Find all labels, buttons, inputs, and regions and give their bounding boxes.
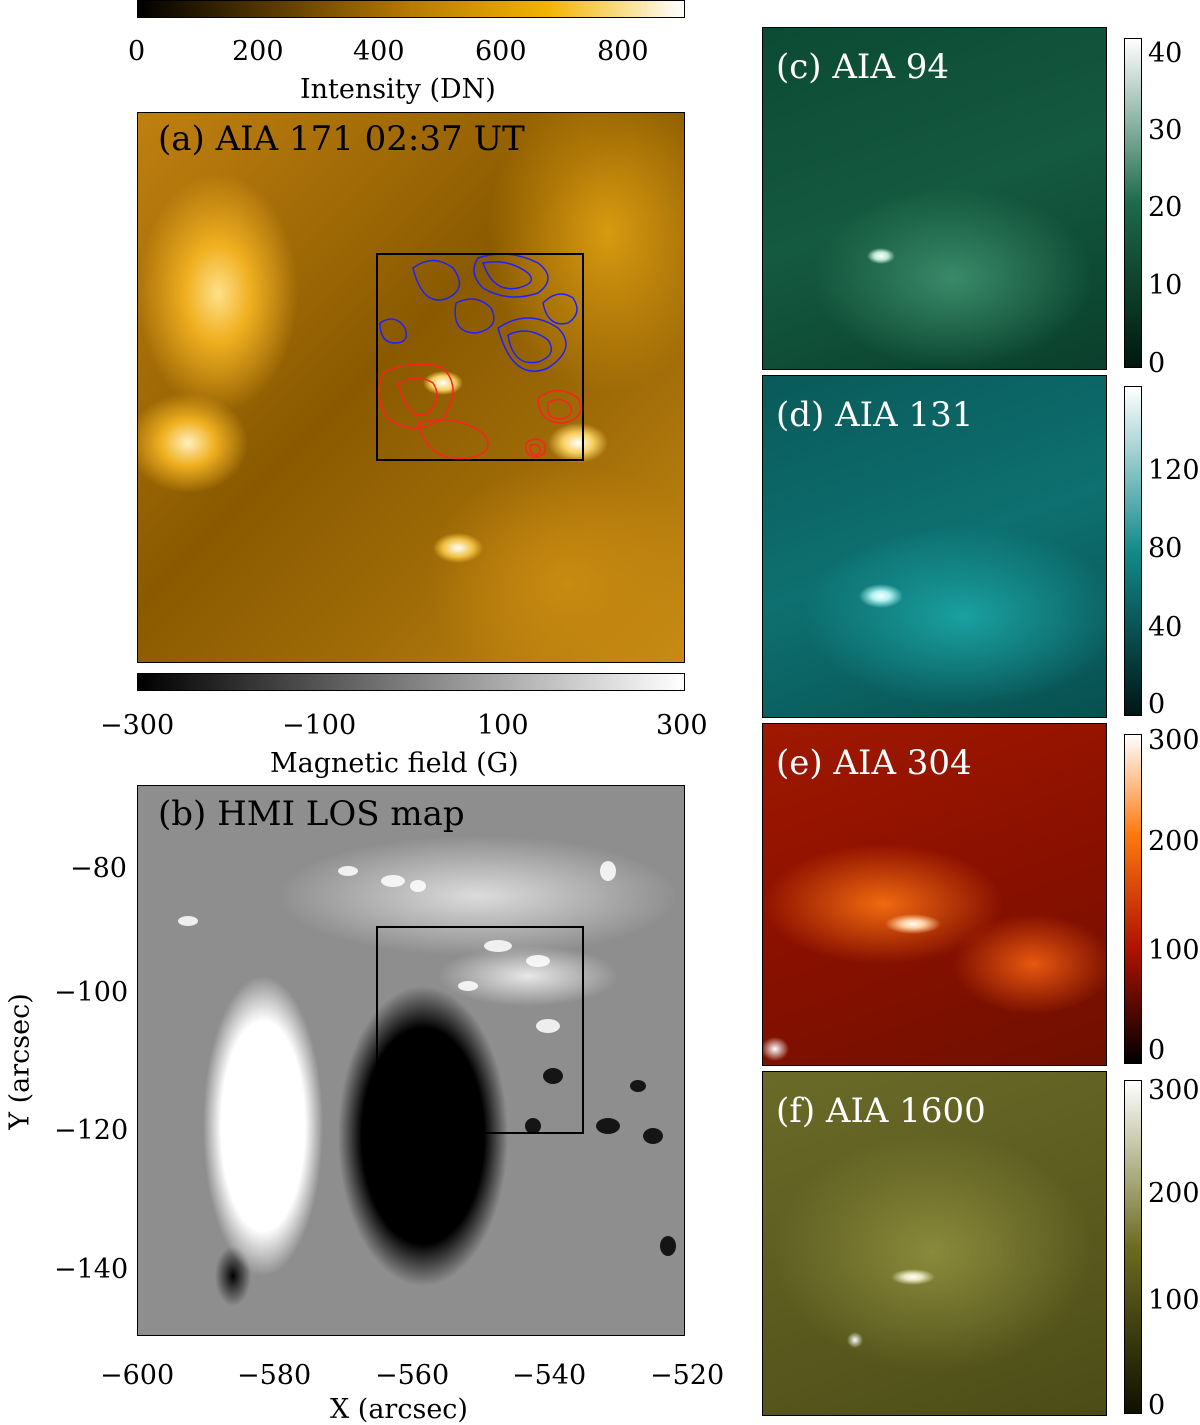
- aia-304-image: [762, 723, 1107, 1066]
- red-contour: [546, 398, 572, 420]
- colorbar-131-tick: 120: [1148, 455, 1200, 486]
- colorbar-1600-tick: 200: [1148, 1178, 1200, 1209]
- aia-94-image: [762, 27, 1107, 370]
- y-axis-title: Y (arcsec): [4, 993, 36, 1130]
- panel-f-label: (f) AIA 1600: [776, 1091, 986, 1131]
- hmi-los-image: [137, 785, 685, 1336]
- blue-contour: [412, 259, 461, 301]
- colorbar-94-tick: 10: [1148, 270, 1183, 301]
- colorbar-131: [1124, 386, 1142, 716]
- colorbar-304-tick: 100: [1148, 935, 1200, 966]
- colorbar-b-tick: 300: [656, 710, 708, 741]
- red-contour: [417, 418, 489, 460]
- colorbar-94-tick: 30: [1148, 115, 1183, 146]
- panel-b-label: (b) HMI LOS map: [158, 794, 465, 834]
- y-tick: −140: [54, 1254, 129, 1285]
- x-tick: −580: [237, 1360, 312, 1391]
- colorbar-intensity: [137, 0, 685, 18]
- colorbar-131-tick: 80: [1148, 533, 1183, 564]
- colorbar-131-tick: 0: [1148, 689, 1166, 720]
- y-tick: −100: [54, 977, 129, 1008]
- colorbar-94: [1124, 38, 1142, 368]
- colorbar-94-tick: 40: [1148, 38, 1183, 69]
- colorbar-131-tick: 40: [1148, 612, 1183, 643]
- colorbar-1600: [1124, 1080, 1142, 1414]
- blue-contour: [497, 317, 567, 372]
- red-contour: [378, 363, 454, 429]
- colorbar-94-tick: 0: [1148, 348, 1166, 379]
- panel-e-label: (e) AIA 304: [776, 743, 972, 783]
- colorbar-1600-tick: 100: [1148, 1285, 1200, 1316]
- hmi-los-overlay: [178, 861, 676, 1256]
- red-contour: [537, 389, 582, 424]
- colorbar-a-tick: 0: [128, 36, 146, 67]
- colorbar-b-tick: −300: [100, 710, 175, 741]
- red-contour: [397, 377, 438, 416]
- colorbar-304-tick: 200: [1148, 826, 1200, 857]
- blue-contour: [473, 253, 549, 298]
- x-tick: −540: [512, 1360, 587, 1391]
- colorbar-a-title: Intensity (DN): [300, 74, 496, 105]
- y-tick: −80: [70, 853, 127, 884]
- colorbar-a-tick: 800: [597, 36, 649, 67]
- aia-131-image: [762, 375, 1107, 718]
- colorbar-a-tick: 200: [232, 36, 284, 67]
- panel-c-label: (c) AIA 94: [776, 47, 949, 87]
- aia-171-image: [137, 112, 685, 663]
- blue-contour: [507, 330, 553, 364]
- blue-contour: [379, 318, 407, 344]
- blue-contour: [482, 261, 533, 290]
- region-box-a: [376, 253, 584, 461]
- colorbar-a-tick: 600: [475, 36, 527, 67]
- colorbar-magnetic: [137, 673, 685, 691]
- colorbar-1600-tick: 0: [1148, 1390, 1166, 1421]
- colorbar-304-tick: 0: [1148, 1035, 1166, 1066]
- blue-contour: [454, 298, 495, 334]
- red-contour: [524, 438, 547, 458]
- aia-1600-image: [762, 1071, 1107, 1416]
- x-tick: −600: [100, 1360, 175, 1391]
- colorbar-b-tick: −100: [282, 710, 357, 741]
- region-box-b: [376, 926, 584, 1134]
- colorbar-1600-tick: 300: [1148, 1075, 1200, 1106]
- colorbar-304-tick: 300: [1148, 725, 1200, 756]
- x-axis-title: X (arcsec): [330, 1394, 468, 1425]
- colorbar-b-title: Magnetic field (G): [270, 748, 519, 779]
- x-tick: −560: [375, 1360, 450, 1391]
- colorbar-94-tick: 20: [1148, 192, 1183, 223]
- panel-d-label: (d) AIA 131: [776, 395, 974, 435]
- y-tick: −120: [54, 1115, 129, 1146]
- panel-a-label: (a) AIA 171 02:37 UT: [158, 119, 525, 159]
- colorbar-a-tick: 400: [353, 36, 405, 67]
- blue-contour: [542, 293, 578, 325]
- colorbar-304: [1124, 734, 1142, 1064]
- colorbar-b-tick: 100: [477, 710, 529, 741]
- aia-171-overlay: [376, 253, 584, 461]
- x-tick: −520: [650, 1360, 725, 1391]
- red-contour: [529, 443, 542, 456]
